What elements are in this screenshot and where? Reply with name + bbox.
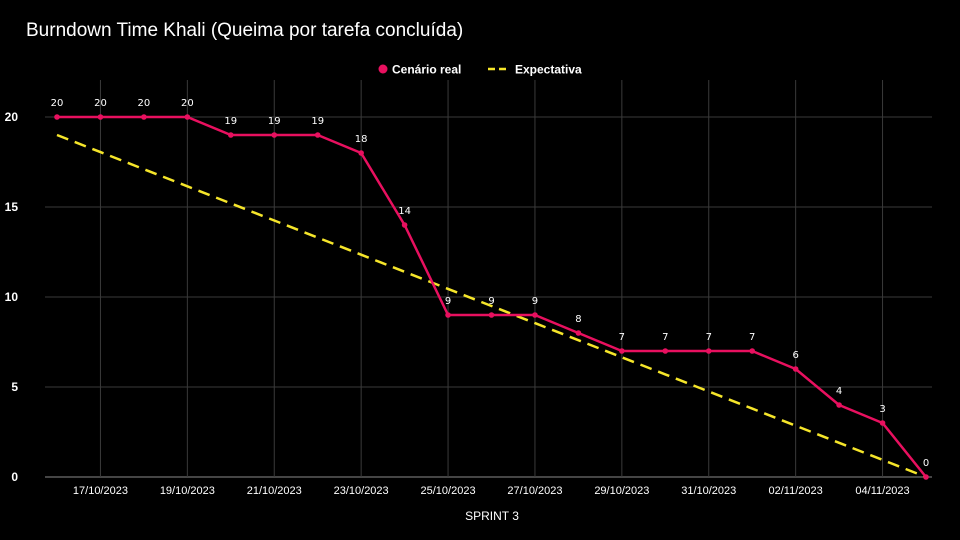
x-tick-label: 27/10/2023 (507, 485, 562, 497)
y-tick-label: 15 (5, 200, 19, 214)
y-tick-label: 5 (11, 380, 18, 394)
data-label-cenario-real: 9 (445, 296, 451, 307)
legend-label-expectativa: Expectativa (515, 63, 582, 77)
y-tick-label: 0 (11, 470, 18, 484)
data-label-cenario-real: 19 (268, 116, 281, 127)
data-label-cenario-real: 20 (51, 98, 64, 109)
data-label-cenario-real: 8 (575, 314, 581, 325)
data-label-cenario-real: 6 (792, 350, 798, 361)
data-point-cenario-real (575, 330, 582, 336)
series (54, 114, 929, 480)
data-point-cenario-real (879, 420, 886, 426)
data-point-cenario-real (97, 114, 104, 120)
y-tick-label: 10 (5, 290, 19, 304)
data-point-cenario-real (488, 312, 495, 318)
data-point-cenario-real (271, 132, 278, 138)
data-label-cenario-real: 20 (138, 98, 151, 109)
legend-marker-cenario-real (378, 64, 388, 74)
data-point-cenario-real (792, 366, 799, 372)
data-point-cenario-real (836, 402, 842, 408)
data-label-cenario-real: 9 (488, 296, 494, 307)
x-axis-title: SPRINT 3 (465, 509, 519, 523)
y-tick-label: 20 (5, 110, 19, 124)
data-label-cenario-real: 7 (749, 332, 755, 343)
x-tick-label: 19/10/2023 (160, 485, 215, 497)
data-label-cenario-real: 18 (355, 134, 368, 145)
data-point-cenario-real (228, 132, 234, 138)
data-point-cenario-real (619, 348, 625, 354)
data-point-cenario-real (401, 222, 408, 228)
legend-label-cenario-real: Cenário real (392, 63, 461, 77)
x-tick-label: 17/10/2023 (73, 485, 128, 497)
x-tick-label: 25/10/2023 (421, 485, 476, 497)
x-tick-label: 31/10/2023 (681, 485, 736, 497)
x-tick-label: 21/10/2023 (247, 485, 302, 497)
data-label-cenario-real: 7 (706, 332, 712, 343)
data-point-cenario-real (532, 312, 538, 318)
data-label-cenario-real: 7 (619, 332, 625, 343)
data-point-cenario-real (705, 348, 712, 354)
data-label-cenario-real: 20 (94, 98, 107, 109)
x-axis-ticks: 17/10/2023 19/10/2023 21/10/2023 23/10/2023… (73, 485, 910, 497)
data-label-cenario-real: 19 (311, 116, 324, 127)
data-point-cenario-real (54, 114, 60, 120)
data-label-cenario-real: 0 (923, 458, 929, 469)
data-point-cenario-real (923, 474, 929, 480)
x-tick-label: 02/11/2023 (769, 485, 823, 497)
data-point-cenario-real (184, 114, 191, 120)
x-tick-label: 04/11/2023 (855, 485, 909, 497)
legend: Cenário real Expectativa (378, 63, 582, 77)
y-axis-ticks: 0 5 10 15 20 (5, 110, 19, 484)
data-point-cenario-real (358, 150, 364, 156)
chart-title: Burndown Time Khali (Queima por tarefa c… (26, 20, 464, 41)
x-tick-label: 23/10/2023 (334, 485, 389, 497)
data-point-cenario-real (141, 114, 147, 120)
data-label-cenario-real: 9 (532, 296, 538, 307)
data-point-cenario-real (749, 348, 755, 354)
series-line-expectativa (56, 133, 927, 479)
data-point-cenario-real (445, 312, 451, 318)
data-labels: 20 20 20 20 19 19 19 18 14 9 9 9 8 7 7 7 7 6 4 3 0 (51, 98, 930, 469)
data-label-cenario-real: 14 (398, 206, 411, 217)
x-tick-label: 29/10/2023 (594, 485, 649, 497)
data-point-cenario-real (314, 132, 321, 138)
data-label-cenario-real: 7 (662, 332, 668, 343)
data-label-cenario-real: 19 (224, 116, 237, 127)
data-label-cenario-real: 4 (836, 386, 842, 397)
data-point-cenario-real (662, 348, 669, 354)
data-label-cenario-real: 3 (879, 404, 885, 415)
grid (45, 80, 932, 478)
data-label-cenario-real: 20 (181, 98, 194, 109)
